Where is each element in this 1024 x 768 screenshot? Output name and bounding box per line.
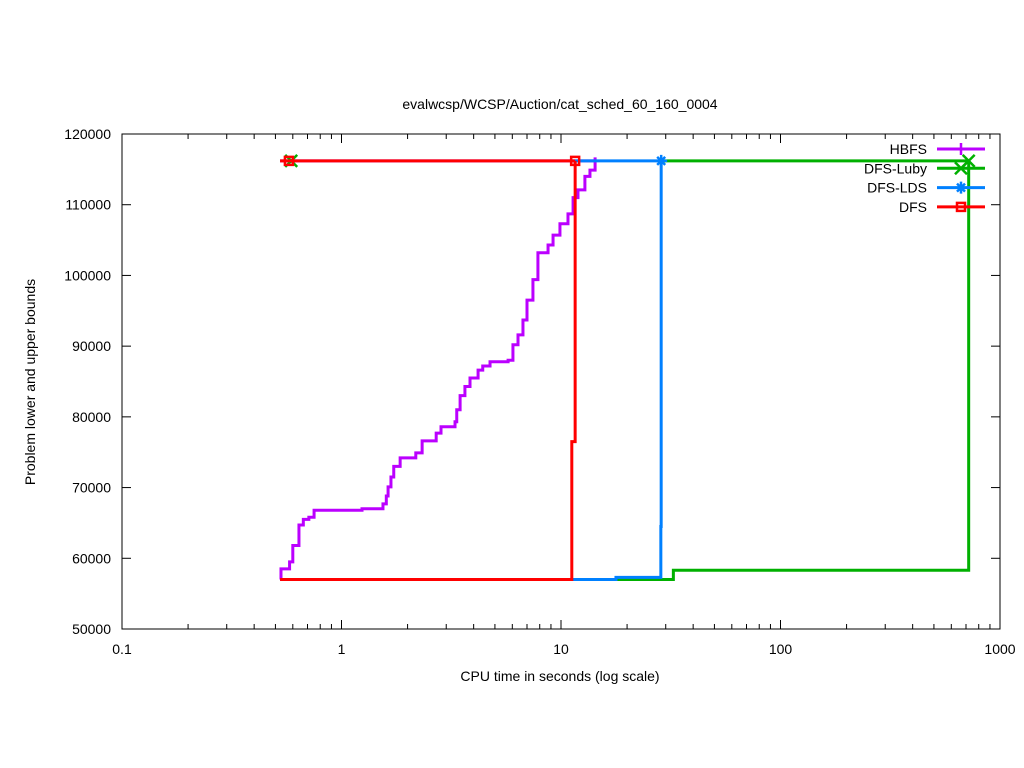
series-dfs-lower-bound xyxy=(280,160,577,581)
y-tick-label: 90000 xyxy=(72,338,111,354)
legend-label-dfs-luby: DFS-Luby xyxy=(864,160,927,176)
series-hbfs xyxy=(279,157,597,581)
series-dfs-lds xyxy=(571,154,668,581)
legend-label-dfs: DFS xyxy=(899,199,927,215)
y-axis-label: Problem lower and upper bounds xyxy=(22,279,38,485)
x-tick-label: 1000 xyxy=(984,641,1015,657)
series-hbfs-lower-bound xyxy=(279,157,597,581)
x-tick-label: 0.1 xyxy=(112,641,132,657)
legend-marker-dfs xyxy=(955,201,967,213)
legend-marker-hbfs xyxy=(955,143,967,155)
legend: HBFS DFS-Luby DFS-LDS DFS xyxy=(864,141,985,215)
y-tick-label: 100000 xyxy=(64,267,111,283)
series-dfs-lds-lower-bound xyxy=(571,160,663,581)
series-dfs xyxy=(280,155,581,581)
x-tick-label: 10 xyxy=(553,641,569,657)
legend-marker-dfs-luby xyxy=(954,161,968,176)
x-axis-label: CPU time in seconds (log scale) xyxy=(460,668,659,684)
series-dfs-luby xyxy=(284,153,976,581)
plot-border xyxy=(121,133,1001,630)
series-dfs-marker xyxy=(283,155,295,167)
series-group xyxy=(279,153,976,581)
chart-title: evalwcsp/WCSP/Auction/cat_sched_60_160_0… xyxy=(402,96,717,112)
y-tick-label: 70000 xyxy=(72,480,111,496)
axes: 0.1 1 10 100 1000 50000 60000 70000 80000 90000 10… xyxy=(64,126,1015,657)
legend-marker-dfs-lds xyxy=(955,181,967,194)
y-tick-label: 120000 xyxy=(64,126,111,142)
y-tick-label: 50000 xyxy=(72,621,111,637)
y-tick-label: 60000 xyxy=(72,550,111,566)
y-tick-label: 110000 xyxy=(65,197,111,213)
legend-label-hbfs: HBFS xyxy=(890,141,927,157)
x-tick-label: 100 xyxy=(769,641,793,657)
legend-label-dfs-lds: DFS-LDS xyxy=(867,180,927,196)
y-tick-label: 80000 xyxy=(72,409,111,425)
series-dfs-luby-lower-bound xyxy=(615,160,971,581)
series-dfs-lds-marker xyxy=(655,154,668,167)
x-tick-label: 1 xyxy=(338,641,346,657)
series-dfs-marker xyxy=(569,155,581,167)
